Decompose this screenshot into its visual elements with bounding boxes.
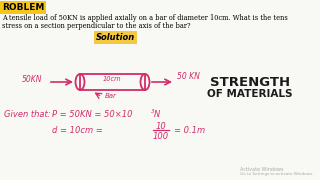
Text: STRENGTH: STRENGTH xyxy=(210,76,290,89)
Text: 50 KN: 50 KN xyxy=(177,72,200,81)
Text: 3: 3 xyxy=(151,109,155,114)
Text: ROBLEM: ROBLEM xyxy=(2,3,44,12)
Text: A tensile load of 50KN is applied axially on a bar of diameter 10cm. What is the: A tensile load of 50KN is applied axiall… xyxy=(2,14,288,22)
Text: d = 10cm =: d = 10cm = xyxy=(52,126,103,135)
Text: stress on a section perpendicular to the axis of the bar?: stress on a section perpendicular to the… xyxy=(2,22,190,30)
Text: = 0.1m: = 0.1m xyxy=(174,126,205,135)
Text: N: N xyxy=(154,110,160,119)
Text: 10cm: 10cm xyxy=(103,76,121,82)
Text: Go to Settings to activate Windows.: Go to Settings to activate Windows. xyxy=(240,172,313,176)
Text: Given that:: Given that: xyxy=(4,110,51,119)
Text: OF MATERIALS: OF MATERIALS xyxy=(207,89,293,99)
Text: 50KN: 50KN xyxy=(22,75,43,84)
Text: 10: 10 xyxy=(156,122,166,131)
Text: P = 50KN = 50×10: P = 50KN = 50×10 xyxy=(52,110,132,119)
Text: Bar: Bar xyxy=(105,93,117,99)
Text: 100: 100 xyxy=(153,132,169,141)
Bar xyxy=(80,74,145,90)
Text: Activate Windows: Activate Windows xyxy=(240,167,284,172)
Text: Solution: Solution xyxy=(96,33,135,42)
